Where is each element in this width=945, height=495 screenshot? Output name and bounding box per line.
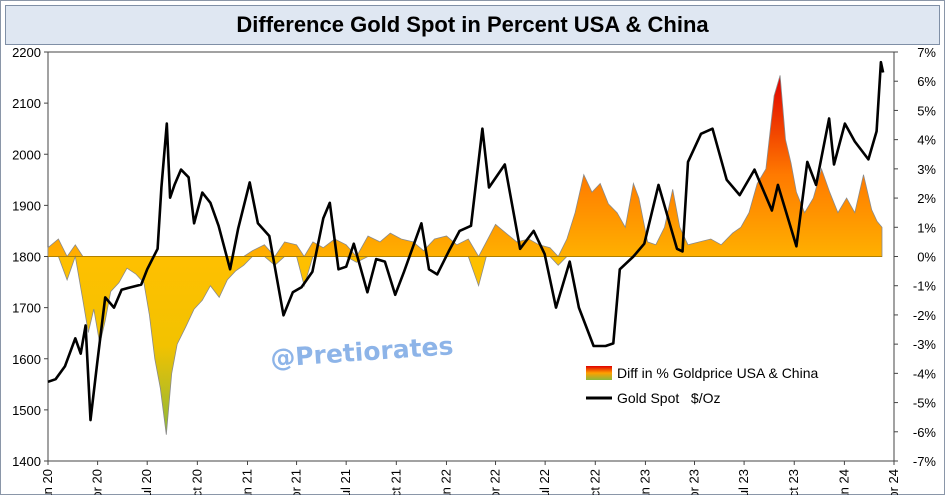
right-tick-label: 6% xyxy=(917,74,936,89)
x-tick-label: Oct 23 xyxy=(786,469,801,495)
right-tick-label: 4% xyxy=(917,133,936,148)
right-tick-label: 1% xyxy=(917,220,936,235)
right-tick-label: -4% xyxy=(913,366,937,381)
x-tick-label: Jan 21 xyxy=(240,469,255,495)
left-tick-label: 1700 xyxy=(12,301,41,316)
right-tick-label: -6% xyxy=(913,425,937,440)
right-tick-label: 0% xyxy=(917,250,936,265)
x-tick-label: Jul 21 xyxy=(338,469,353,495)
right-tick-label: 3% xyxy=(917,162,936,177)
x-tick-label: Jan 24 xyxy=(836,469,851,495)
left-tick-label: 1400 xyxy=(12,454,41,469)
diff-area-negative-shape xyxy=(48,254,882,435)
x-tick-label: Jul 23 xyxy=(736,469,751,495)
x-tick-label: Oct 20 xyxy=(189,469,204,495)
left-tick-label: 1500 xyxy=(12,403,41,418)
x-tick-label: Jan 22 xyxy=(438,469,453,495)
right-tick-label: 5% xyxy=(917,103,936,118)
x-tick-label: Jul 22 xyxy=(537,469,552,495)
right-tick-label: -5% xyxy=(913,396,937,411)
x-tick-label: Apr 24 xyxy=(886,469,901,495)
right-tick-label: -1% xyxy=(913,279,937,294)
x-tick-label: Apr 23 xyxy=(686,469,701,495)
chart-title-box: Difference Gold Spot in Percent USA & Ch… xyxy=(5,5,940,45)
legend-label-gold: Gold Spot $/Oz xyxy=(617,390,721,406)
right-tick-label: -7% xyxy=(913,454,937,469)
x-tick-label: Apr 21 xyxy=(289,469,304,495)
x-tick-label: Apr 22 xyxy=(488,469,503,495)
diff-area-negative xyxy=(48,254,882,435)
left-tick-label: 1600 xyxy=(12,352,41,367)
watermark: @Pretiorates xyxy=(269,331,454,373)
x-tick-label: Jan 20 xyxy=(40,469,55,495)
left-axis: 1400 1500 1600 1700 1800 1900 2000 2100 2200 xyxy=(12,45,48,469)
legend-swatch-diff xyxy=(586,366,612,380)
right-tick-label: -2% xyxy=(913,308,937,323)
left-tick-label: 2200 xyxy=(12,45,41,60)
left-tick-label: 2100 xyxy=(12,96,41,111)
legend: Diff in % Goldprice USA & China Gold Spo… xyxy=(586,365,818,406)
right-tick-label: 2% xyxy=(917,191,936,206)
left-tick-label: 1800 xyxy=(12,250,41,265)
right-axis: -7% -6% -5% -4% -3% -2% -1% 0% 1% 2% 3% 4% 5% 6% 7% xyxy=(894,45,936,469)
chart-title: Difference Gold Spot in Percent USA & Ch… xyxy=(236,12,709,37)
x-tick-label: Jul 20 xyxy=(139,469,154,495)
gold-spot-line xyxy=(47,60,885,422)
x-tick-label: Oct 22 xyxy=(587,469,602,495)
gold-spot-line-path xyxy=(47,60,885,422)
x-tick-label: Jan 23 xyxy=(637,469,652,495)
x-axis: Jan 20 Apr 20 Jul 20 Oct 20 Jan 21 Apr 21 Jul … xyxy=(40,461,901,495)
x-tick-label: Oct 21 xyxy=(388,469,403,495)
right-tick-label: -3% xyxy=(913,337,937,352)
legend-label-diff: Diff in % Goldprice USA & China xyxy=(617,365,818,381)
right-tick-label: 7% xyxy=(917,45,936,60)
x-tick-label: Apr 20 xyxy=(90,469,105,495)
left-tick-label: 1900 xyxy=(12,198,41,213)
left-tick-label: 2000 xyxy=(12,147,41,162)
